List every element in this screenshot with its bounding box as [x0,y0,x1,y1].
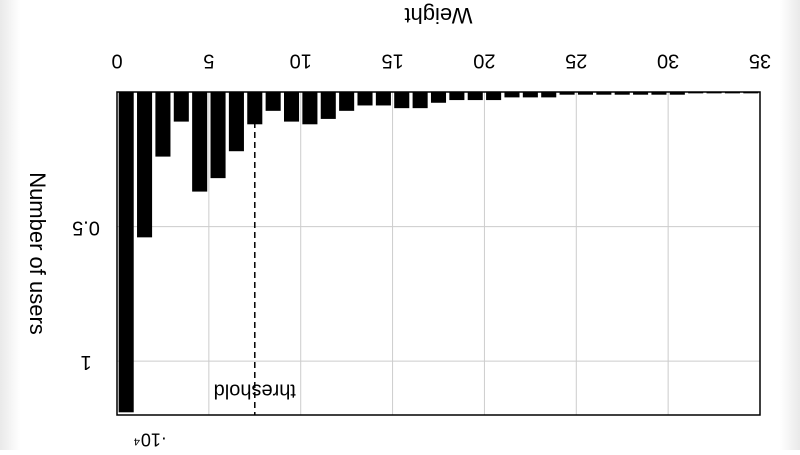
x-tick-label: 15 [381,50,403,72]
histogram-bar [596,92,612,95]
x-tick-label-group: 15 [381,50,403,72]
plot-frame [116,91,761,416]
x-tick-label: 25 [565,50,587,72]
histogram-bar [577,92,594,95]
histogram-bar [302,92,318,125]
histogram-bar [228,92,244,152]
y-tick-label-group: 1 [80,351,91,373]
histogram-bar [192,92,208,192]
histogram-bar [522,92,538,98]
x-tick-label-group: 30 [657,50,679,72]
histogram-bar [559,92,575,95]
x-tick-label-group: 10 [290,50,312,72]
x-tick-label: 35 [749,50,771,72]
x-tick-label: 30 [657,50,679,72]
y-multiplier-label-group: ·10⁴ [133,429,167,449]
histogram-bar [283,92,300,122]
threshold-label: threshold [214,380,296,402]
right-edge-shadow [780,0,800,450]
histogram-bar [394,92,410,109]
histogram-bar [320,92,336,119]
x-tick-label: 0 [111,50,122,72]
histogram-bar [412,92,428,109]
histogram-bar [357,92,373,106]
histogram-bar [504,92,520,98]
histogram-bar [118,92,134,413]
histogram-bar [173,92,189,122]
histogram-bar [247,92,263,125]
x-tick-label-group: 20 [473,50,495,72]
y-tick-label: 0.5 [72,216,100,238]
histogram-bar [541,92,557,98]
x-tick-label: 5 [203,50,214,72]
x-axis-label: Weight [404,3,472,28]
y-tick-label: 1 [80,351,91,373]
x-tick-label: 20 [473,50,495,72]
histogram-bar [669,92,685,95]
x-tick-label-group: 35 [749,50,771,72]
x-tick-label-group: 0 [111,50,122,72]
histogram-bar [651,92,667,95]
y-multiplier-label: ·10⁴ [133,429,167,449]
y-tick-label-group: 0.5 [72,216,100,238]
histogram-bar [430,92,447,103]
histogram-bar [633,92,649,95]
y-axis-label: Number of users [25,172,50,335]
x-tick-label-group: 5 [203,50,214,72]
threshold-label-group: threshold [214,380,296,402]
histogram-bar [375,92,391,106]
histogram-bar [137,92,153,238]
histogram-bar [486,92,502,101]
left-edge-shadow [0,0,20,450]
y-axis-label-group: Number of users [25,172,50,335]
histogram-bar [449,92,465,101]
x-tick-label-group: 25 [565,50,587,72]
histogram-bar [265,92,281,111]
histogram-bar [614,92,630,95]
histogram-bar [210,92,226,179]
x-tick-label: 10 [290,50,312,72]
histogram-bar [155,92,171,157]
histogram-bar [467,92,483,101]
histogram-bar [339,92,355,111]
x-axis-label-group: Weight [404,3,472,28]
